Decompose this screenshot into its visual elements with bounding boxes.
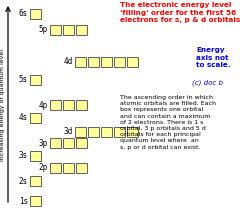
Text: 2p: 2p — [39, 164, 48, 172]
Text: increasing energy of quantum level: increasing energy of quantum level — [0, 49, 6, 161]
Bar — [76, 100, 87, 110]
Text: 4d: 4d — [64, 58, 73, 67]
Text: 4s: 4s — [19, 113, 28, 122]
Bar — [127, 57, 138, 67]
Text: 5s: 5s — [19, 76, 28, 84]
Text: The electronic energy level
'filling' order for the first 56
electrons for s, p : The electronic energy level 'filling' or… — [120, 2, 240, 23]
Bar — [88, 57, 99, 67]
Text: 4p: 4p — [39, 101, 48, 109]
Bar — [30, 9, 41, 19]
Text: 3s: 3s — [19, 151, 28, 160]
Text: 3d: 3d — [64, 127, 73, 136]
Bar — [63, 138, 74, 148]
Bar — [30, 75, 41, 85]
Bar — [127, 127, 138, 137]
Bar — [30, 196, 41, 206]
Bar — [101, 127, 112, 137]
Text: 2s: 2s — [19, 176, 28, 185]
Bar — [75, 127, 86, 137]
Bar — [63, 100, 74, 110]
Bar — [50, 25, 61, 35]
Text: 6s: 6s — [19, 9, 28, 18]
Bar — [63, 163, 74, 173]
Text: 1s: 1s — [19, 197, 28, 206]
Bar — [63, 25, 74, 35]
Bar — [76, 25, 87, 35]
Text: 3p: 3p — [39, 139, 48, 147]
Bar — [101, 57, 112, 67]
Bar — [30, 151, 41, 161]
Bar — [50, 163, 61, 173]
Text: The ascending order in which
atomic orbitals are filled. Each
box represents one: The ascending order in which atomic orbi… — [120, 95, 216, 150]
Text: (c) doc b: (c) doc b — [192, 80, 223, 87]
Bar — [30, 176, 41, 186]
Bar — [50, 100, 61, 110]
Bar — [75, 57, 86, 67]
Bar — [76, 138, 87, 148]
Bar — [76, 163, 87, 173]
Text: Energy
axis not
to scale.: Energy axis not to scale. — [196, 47, 230, 68]
Text: 5p: 5p — [39, 25, 48, 34]
Bar — [114, 57, 125, 67]
Bar — [114, 127, 125, 137]
Bar — [50, 138, 61, 148]
Bar — [88, 127, 99, 137]
Bar — [30, 113, 41, 123]
